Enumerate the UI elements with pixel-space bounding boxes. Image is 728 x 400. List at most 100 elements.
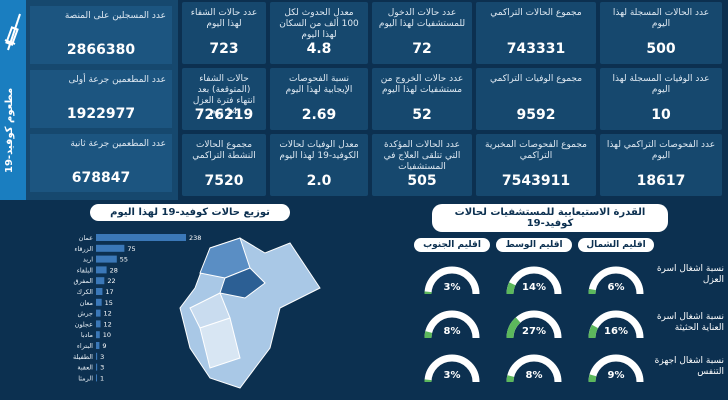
stat-value: 505 (407, 173, 437, 189)
bar-value-label: 55 (120, 256, 128, 264)
gauge (588, 310, 644, 339)
bar-value-label: 15 (105, 299, 113, 307)
gauge-track (424, 310, 480, 339)
vaccination-strip: مطعوم كوفيد-19 (0, 0, 26, 200)
stat-value: 2.69 (301, 107, 337, 123)
stat-card-daily-cases: عدد الحالات المسجلة لهذا اليوم 500 (600, 2, 722, 64)
gauge-fill (506, 317, 521, 339)
gauge-value: 16% (604, 326, 628, 337)
stat-label: مجموع الفحوصات المخبرية التراكمي (485, 140, 587, 161)
bar-value-label: 3 (100, 353, 104, 361)
bar (96, 320, 101, 328)
gauge-fill (588, 374, 597, 383)
gauge (506, 266, 562, 295)
gauge (588, 354, 644, 383)
gauge-value: 27% (522, 326, 546, 337)
bar-value-label: 1 (100, 374, 104, 382)
stat-value: 9592 (516, 107, 556, 123)
stat-card-daily-tests: عدد الفحوصات التراكمي لهذا اليوم 18617 (600, 134, 722, 196)
bar-category-label: البتراء (77, 342, 93, 350)
stat-card-death-rate: معدل الوفيات لحالات الكوفيد-19 لهذا اليو… (270, 134, 368, 196)
first-dose-value: 1922977 (66, 106, 136, 122)
stat-label: عدد الوفيات المسجلة لهذا اليوم (612, 74, 710, 95)
vaccination-title: مطعوم كوفيد-19 (4, 87, 15, 173)
stat-label: معدل الوفيات لحالات الكوفيد-19 لهذا اليو… (279, 140, 359, 161)
stat-card-incidence-rate: معدل الحدوث لكل 100 ألف من السكان لهذا ا… (270, 2, 368, 64)
gauge-fill (506, 375, 515, 383)
stat-label: عدد حالات الخروج من مستشفيات لهذا اليوم (380, 74, 464, 95)
gauge (424, 310, 480, 339)
stat-label: معدل الحدوث لكل 100 ألف من السكان لهذا ا… (279, 8, 359, 40)
bar (96, 255, 117, 263)
stat-label: مجموع الحالات التراكمي (490, 8, 582, 18)
gauge-value: 6% (607, 282, 625, 293)
gauge-value: 14% (522, 282, 546, 293)
gauge-value: 3% (443, 282, 461, 293)
stat-value: 52 (412, 107, 432, 123)
second-dose-card: عدد المطعمين جرعة ثانية 678847 (30, 134, 172, 192)
stat-value: 500 (646, 41, 676, 57)
row-icu-beds: نسبة اشغال اسرة العناية الحثيثة (656, 312, 724, 333)
gauge-fill (506, 282, 516, 295)
bar-value-label: 3 (100, 364, 104, 372)
stat-card-total-cases: مجموع الحالات التراكمي 743331 (476, 2, 596, 64)
bar (96, 374, 97, 382)
bar (96, 298, 102, 306)
stat-value: 726219 (194, 107, 254, 123)
stat-value: 4.8 (306, 41, 332, 57)
gauge-track (424, 354, 480, 383)
stat-value: 72 (412, 41, 432, 57)
gauge-value: 8% (525, 370, 543, 381)
capacity-title: القدرة الاستيعابية للمستشفيات لحالات كوف… (432, 204, 668, 232)
stat-label: مجموع الحالات النشطة التراكمي (192, 140, 256, 161)
bar-value-label: 10 (103, 331, 111, 339)
gauge-value: 3% (443, 370, 461, 381)
bar-category-label: البلقاء (77, 266, 93, 274)
column-north: اقليم الشمال (578, 238, 654, 252)
syringe-icon (4, 13, 21, 51)
stat-label: حالات الشفاء (المتوقعة) بعد انتهاء فترة … (192, 74, 256, 117)
stat-card-positive-rate: نسبة الفحوصات الإيجابية لهذا اليوم 2.69 (270, 68, 368, 130)
stat-label: عدد الحالات المؤكدة التي تتلقى العلاج في… (383, 140, 461, 172)
stat-label: عدد حالات الشفاء لهذا اليوم (190, 8, 258, 29)
bar (96, 244, 125, 252)
bar-category-label: الكرك (77, 288, 94, 296)
bar-category-label: العقبة (77, 364, 93, 372)
bar (96, 277, 105, 285)
stat-value: 723 (209, 41, 239, 57)
bar-value-label: 238 (189, 234, 201, 242)
stat-card-active-cases: مجموع الحالات النشطة التراكمي 7520 (182, 134, 266, 196)
distribution-title: توزيع حالات كوفيد-19 لهذا اليوم (90, 204, 290, 221)
gauge-track (588, 266, 644, 295)
stat-card-hospital-discharges: عدد حالات الخروج من مستشفيات لهذا اليوم … (372, 68, 472, 130)
stat-value: 18617 (636, 173, 686, 189)
stat-value: 7520 (204, 173, 244, 189)
gauge-value: 8% (443, 326, 461, 337)
bar-value-label: 28 (110, 266, 118, 274)
bar-category-label: عجلون (75, 320, 93, 328)
bar-value-label: 17 (105, 288, 113, 296)
gauge (424, 266, 480, 295)
stat-card-daily-deaths: عدد الوفيات المسجلة لهذا اليوم 10 (600, 68, 722, 130)
bar-category-label: معان (80, 299, 93, 307)
stat-label: مجموع الوفيات التراكمي (489, 74, 583, 84)
stat-card-hospitalized: عدد الحالات المؤكدة التي تتلقى العلاج في… (372, 134, 472, 196)
stat-value: 2.0 (306, 173, 332, 189)
bar-category-label: المفرق (74, 277, 94, 285)
gauge-fill (588, 324, 599, 339)
bar-category-label: الطفيلة (73, 353, 93, 361)
distribution-bar-chart: عمان 238 الزرقاء 75 اربد 55 البلقاء 28 المفرق 22 ا… (73, 234, 201, 382)
column-south: اقليم الجنوب (414, 238, 490, 252)
stat-card-total-deaths: مجموع الوفيات التراكمي 9592 (476, 68, 596, 130)
bar-category-label: اربد (83, 256, 93, 264)
gauge-track (588, 354, 644, 383)
second-dose-label: عدد المطعمين جرعة ثانية (70, 139, 166, 149)
column-central: اقليم الوسط (496, 238, 572, 252)
bar-category-label: الرمثا (78, 374, 93, 382)
stat-value: 7543911 (501, 173, 571, 189)
stat-value: 10 (651, 107, 671, 123)
stat-label: عدد حالات الدخول للمستشفيات لهذا اليوم (378, 8, 466, 29)
stat-card-daily-recoveries: عدد حالات الشفاء لهذا اليوم 723 (182, 2, 266, 64)
bar (96, 309, 101, 317)
bar (96, 352, 98, 360)
